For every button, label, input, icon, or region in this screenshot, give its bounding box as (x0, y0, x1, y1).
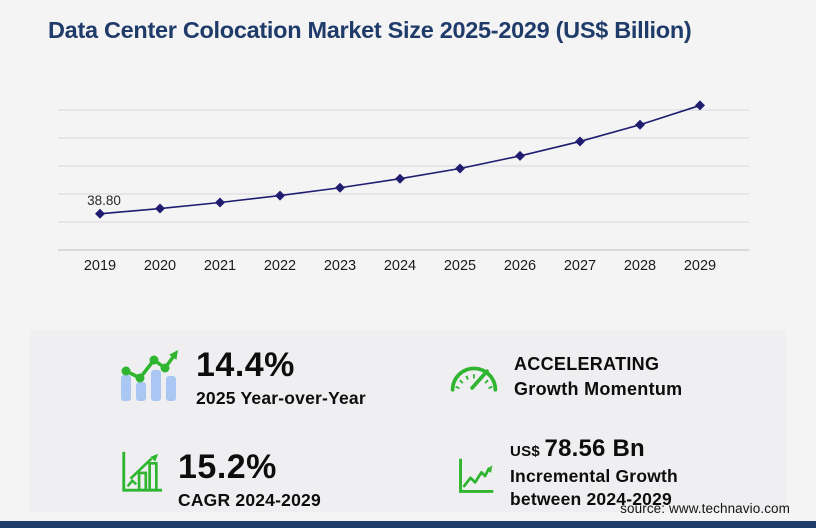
market-size-line-chart: 2019 2020 2021 2022 2023 2024 2025 2026 2027 2028… (58, 100, 749, 274)
data-point-marker (515, 150, 525, 161)
x-tick-label: 2021 (204, 258, 236, 274)
x-tick-label: 2024 (384, 258, 416, 274)
line-chart-growth-icon (456, 456, 496, 501)
source-attribution: source: www.technavio.com (620, 501, 790, 516)
market-size-series-line (99, 104, 701, 215)
data-point-marker (155, 203, 165, 214)
incremental-value: US$ 78.56 Bn (510, 435, 678, 463)
incremental-currency: US$ (510, 443, 541, 460)
x-tick-label: 2020 (144, 258, 176, 274)
x-tick-label: 2029 (684, 258, 716, 274)
yoy-value: 14.4% (196, 346, 295, 384)
data-point-marker (275, 190, 285, 201)
incremental-label-line1: Incremental Growth (510, 466, 678, 486)
stat-growth-momentum: ACCELERATING Growth Momentum (448, 352, 683, 402)
data-point-marker (575, 136, 585, 147)
bar-chart-growth-icon (118, 448, 164, 499)
x-tick-label: 2022 (264, 258, 296, 274)
stat-cagr: 15.2% CAGR 2024-2029 (118, 448, 321, 511)
data-point-marker (215, 197, 225, 208)
trend-line-bars-icon (118, 346, 182, 409)
speedometer-icon (448, 352, 500, 401)
cagr-label: CAGR 2024-2029 (178, 490, 321, 510)
data-point-marker (695, 100, 705, 111)
cagr-value: 15.2% (178, 448, 277, 486)
data-point-marker (635, 119, 645, 130)
data-point-marker (455, 163, 465, 174)
x-tick-label: 2028 (624, 258, 656, 274)
incremental-amount: 78.56 Bn (544, 435, 645, 462)
stat-incremental-growth: US$ 78.56 Bn Incremental Growth between … (448, 435, 678, 511)
data-point-marker (335, 182, 345, 193)
first-point-value-label: 38.80 (87, 193, 121, 208)
momentum-line1: ACCELERATING (514, 354, 660, 374)
x-tick-label: 2026 (504, 258, 536, 274)
momentum-line2: Growth Momentum (514, 379, 683, 399)
stats-panel: 14.4% 2025 Year-over-Year ACCELERATING G… (30, 330, 786, 512)
footer-bar (0, 521, 816, 528)
data-point-marker (95, 208, 105, 219)
stat-yoy-growth: 14.4% 2025 Year-over-Year (118, 346, 366, 409)
incremental-label-line2: between 2024-2029 (510, 489, 672, 509)
yoy-label: 2025 Year-over-Year (196, 388, 366, 408)
x-tick-label: 2027 (564, 258, 596, 274)
data-point-marker (395, 173, 405, 184)
x-tick-label: 2025 (444, 258, 476, 274)
x-tick-label: 2019 (84, 258, 116, 274)
page-title: Data Center Colocation Market Size 2025-… (48, 17, 692, 43)
x-tick-label: 2023 (324, 258, 356, 274)
